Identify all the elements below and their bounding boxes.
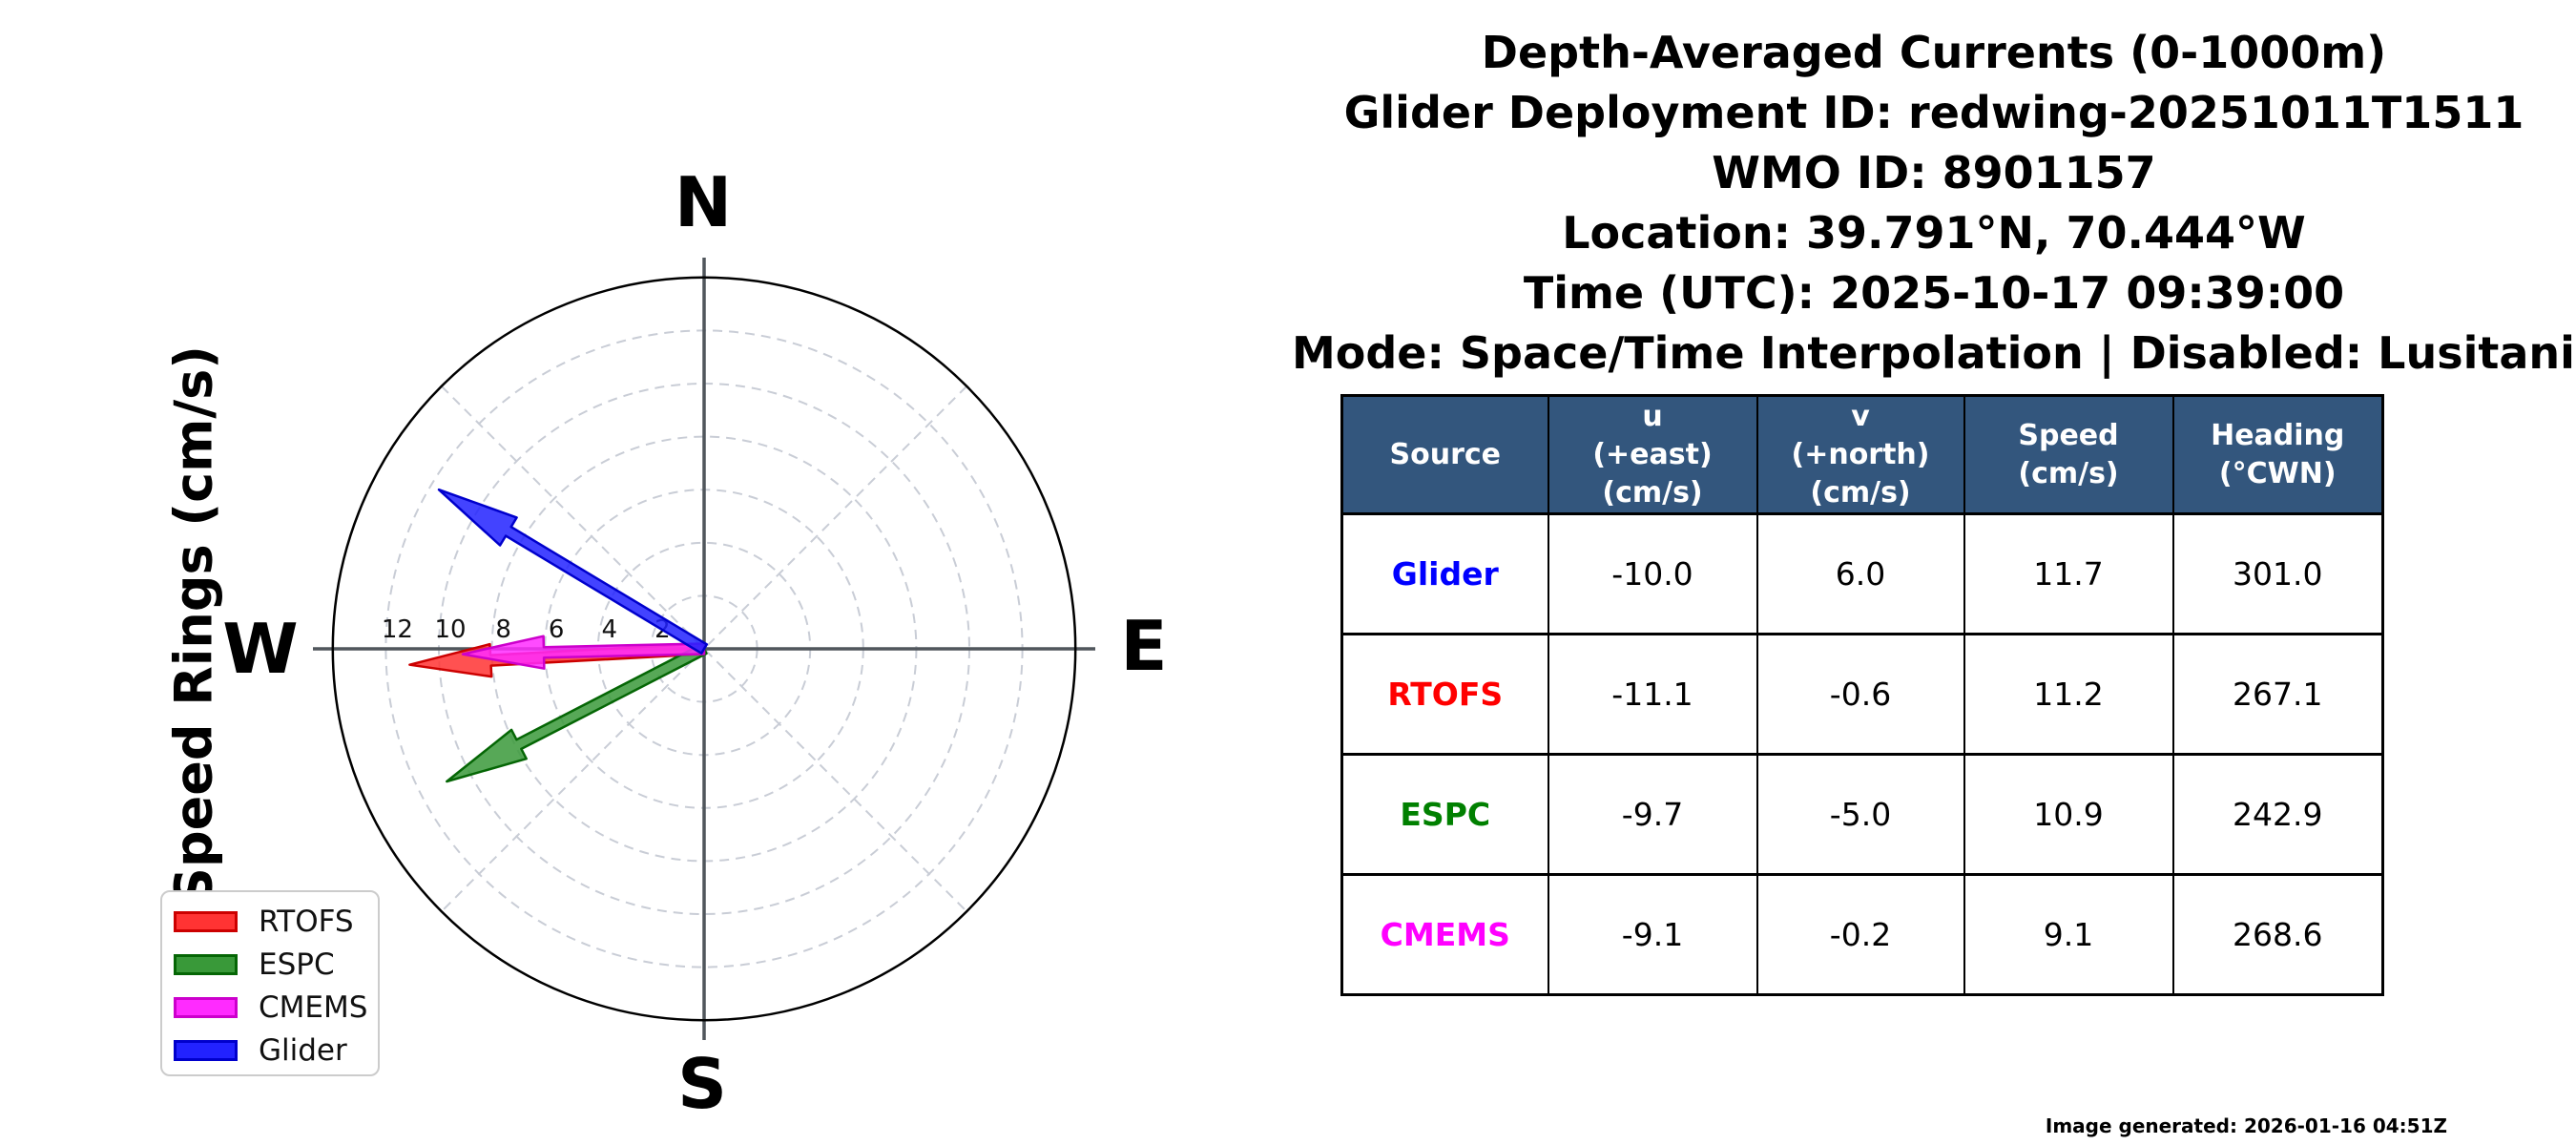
time-line: Time (UTC): 2025-10-17 09:39:00 <box>1523 267 2345 319</box>
ring-tick-label: 6 <box>549 615 565 644</box>
legend-label: CMEMS <box>259 989 368 1025</box>
legend-label: ESPC <box>259 947 335 982</box>
legend-swatch-rtofs <box>174 910 238 932</box>
legend-swatch-cmems <box>174 996 238 1018</box>
table-row-rtofs: RTOFS -11.1 -0.6 11.2 267.1 <box>1340 633 2384 756</box>
source-cell: RTOFS <box>1340 633 1549 756</box>
table-header-row: Source u (+east) (cm/s) v (+north) (cm/s) S… <box>1340 394 2384 515</box>
polar-plot-canvas: 12108642 <box>313 258 1095 1040</box>
mode-line: Mode: Space/Time Interpolation | Disable… <box>1292 327 2576 379</box>
speed-cell: 11.7 <box>1963 512 2174 635</box>
u-cell: -9.7 <box>1547 753 1758 876</box>
legend-item-espc: ESPC <box>174 943 378 986</box>
wmo-id-line: WMO ID: 8901157 <box>1712 147 2156 198</box>
deployment-id-line: Glider Deployment ID: redwing-20251011T1… <box>1343 87 2524 138</box>
legend-swatch-espc <box>174 953 238 975</box>
title-block: Depth-Averaged Currents (0-1000m) Glider… <box>1292 23 2576 384</box>
legend: RTOFS ESPC CMEMS Glider <box>160 890 380 1076</box>
current-vector-glider <box>437 488 709 655</box>
ring-tick-label: 12 <box>382 615 413 644</box>
v-cell: -0.2 <box>1755 873 1965 996</box>
source-cell: ESPC <box>1340 753 1549 876</box>
source-cell: CMEMS <box>1340 873 1549 996</box>
legend-item-cmems: CMEMS <box>174 986 378 1029</box>
diagonal-gridline <box>441 385 967 912</box>
ring-tick-label: 8 <box>495 615 511 644</box>
table-body: Glider -10.0 6.0 11.7 301.0 RTOFS -11.1 -0.6 11.… <box>1340 512 2384 996</box>
u-cell: -11.1 <box>1547 633 1758 756</box>
legend-label: RTOFS <box>259 904 354 939</box>
current-vector-espc <box>446 642 708 783</box>
speed-cell: 10.9 <box>1963 753 2174 876</box>
compass-west-label: W <box>222 609 299 689</box>
compass-south-label: S <box>677 1044 727 1124</box>
plot-title: Depth-Averaged Currents (0-1000m) <box>1481 27 2387 78</box>
table-header-cell: v (+north) (cm/s) <box>1755 394 1965 515</box>
u-cell: -10.0 <box>1547 512 1758 635</box>
speed-cell: 11.2 <box>1963 633 2174 756</box>
v-cell: -5.0 <box>1755 753 1965 876</box>
currents-comparison-table: Source u (+east) (cm/s) v (+north) (cm/s) S… <box>1340 394 2384 996</box>
current-vector-cmems <box>461 635 706 670</box>
image-generated-timestamp: Image generated: 2026-01-16 04:51Z <box>2045 1114 2447 1137</box>
u-cell: -9.1 <box>1547 873 1758 996</box>
legend-item-rtofs: RTOFS <box>174 900 378 943</box>
ring-tick-label: 4 <box>602 615 618 644</box>
table-header-cell: Heading (°CWN) <box>2171 394 2384 515</box>
polar-current-plot: 12108642 N E S W Speed Rings (cm/s) RTOF… <box>160 162 1168 1124</box>
ring-tick-label: 10 <box>434 615 466 644</box>
table-row-espc: ESPC -9.7 -5.0 10.9 242.9 <box>1340 753 2384 876</box>
outer-circle <box>331 276 1077 1022</box>
compass-east-label: E <box>1120 606 1168 686</box>
table-header-cell: Source <box>1340 394 1549 515</box>
legend-item-glider: Glider <box>174 1029 378 1072</box>
source-cell: Glider <box>1340 512 1549 635</box>
v-cell: -0.6 <box>1755 633 1965 756</box>
table-row-glider: Glider -10.0 6.0 11.7 301.0 <box>1340 512 2384 635</box>
v-cell: 6.0 <box>1755 512 1965 635</box>
heading-cell: 267.1 <box>2171 633 2384 756</box>
radial-axis-label: Speed Rings (cm/s) <box>163 345 224 905</box>
table-header-cell: u (+east) (cm/s) <box>1547 394 1758 515</box>
legend-label: Glider <box>259 1032 347 1068</box>
heading-cell: 242.9 <box>2171 753 2384 876</box>
legend-swatch-glider <box>174 1039 238 1061</box>
table-header-cell: Speed (cm/s) <box>1963 394 2174 515</box>
location-line: Location: 39.791°N, 70.444°W <box>1562 207 2306 259</box>
heading-cell: 301.0 <box>2171 512 2384 635</box>
speed-cell: 9.1 <box>1963 873 2174 996</box>
heading-cell: 268.6 <box>2171 873 2384 996</box>
diagonal-gridline <box>441 385 967 912</box>
table-row-cmems: CMEMS -9.1 -0.2 9.1 268.6 <box>1340 873 2384 996</box>
compass-north-label: N <box>674 162 733 242</box>
